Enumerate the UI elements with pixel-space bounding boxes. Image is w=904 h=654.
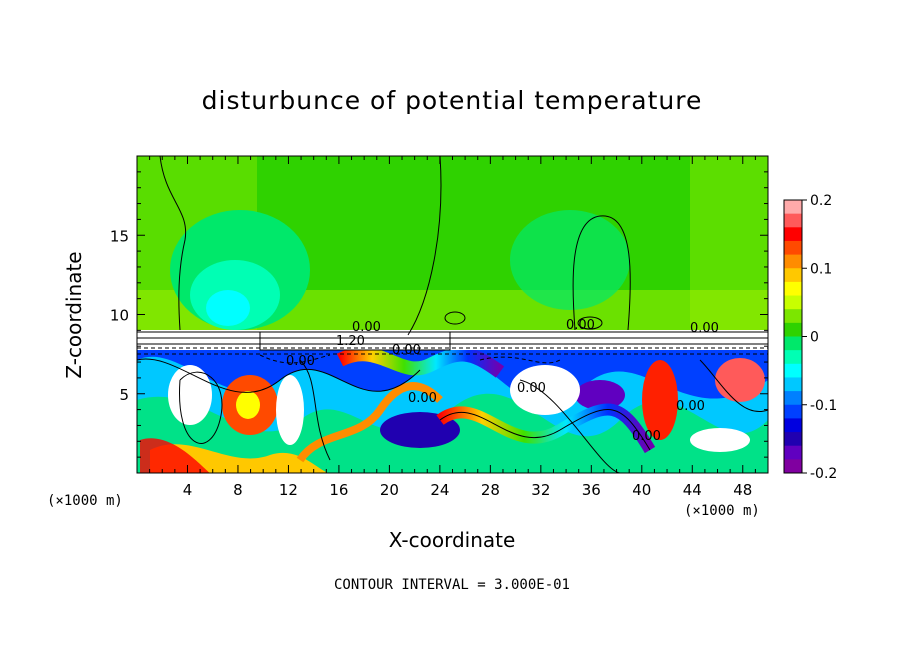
x-tick-label: 44 [683,481,702,499]
warm-blob-1-core [236,391,260,419]
contour-label: 0.00 [408,391,437,406]
cool-patch-right [510,210,630,310]
colorbar-tick-label: -0.1 [810,398,837,414]
colorbar-swatch [784,200,802,215]
colorbar-tick-label: 0.2 [810,193,832,209]
colorbar-tick-label: -0.2 [810,466,837,482]
heatmap-field [137,156,768,473]
neutral-region-4 [690,428,750,452]
colorbar-tick-label: 0 [810,330,819,346]
x-tick-label: 40 [632,481,651,499]
colorbar-swatch [784,350,802,365]
contour-line [137,358,421,393]
contour-line [699,359,768,413]
x-tick-label: 20 [380,481,399,499]
warm-blob-3 [715,358,765,402]
x-tick-label: 16 [329,481,348,499]
colorbar-tick-label: 0.1 [810,261,832,277]
colorbar: 0.2 0.1 0 -0.1 -0.2 [783,193,837,482]
swirl-band-1 [336,347,505,378]
contour-line-dashed [259,354,331,364]
contour-line [572,215,631,331]
contour-label: 1.20 [336,334,365,349]
contour-line [259,331,451,351]
cold-blob-1 [380,412,460,448]
y-axis: 5 10 15 [110,171,768,458]
x-tick-label: 32 [531,481,550,499]
contour-line-dashed [137,347,768,355]
colorbar-swatch [784,336,802,351]
cold-blob-2 [575,380,625,410]
colorbar-swatch [784,418,802,433]
neutral-region-2 [168,365,212,425]
x-tick-label: 12 [279,481,298,499]
colorbar-swatch [784,295,802,310]
contour-label: 0.00 [517,381,546,396]
x-tick-label: 24 [430,481,449,499]
contour-line [179,371,223,444]
x-unit-label-right: (×1000 m) [684,503,760,519]
neutral-region-1 [510,365,580,415]
x-tick-label: 48 [733,481,752,499]
contour-interval: CONTOUR INTERVAL = 3.000E-01 [333,577,570,593]
colorbar-swatch [784,445,802,460]
colorbar-swatch [784,391,802,406]
x-tick-label: 36 [582,481,601,499]
y-tick-label: 10 [110,307,129,325]
x-tick-label: 4 [183,481,193,499]
contour-label: 0.00 [690,321,719,336]
colorbar-swatch [784,227,802,242]
colorbar-swatch [784,322,802,337]
contour-labels: 0.00 1.20 0.00 0.00 0.00 0.00 0.00 0.00 … [286,318,719,444]
contour-line [407,156,442,336]
colorbar-swatch [784,268,802,283]
x-axis: 4 8 12 16 20 24 28 32 36 40 44 48 [149,156,756,499]
contour-label: 0.00 [632,429,661,444]
cool-anomaly-center [206,290,250,326]
swirl-red-left [140,438,210,473]
contour-label: 0.00 [286,354,315,369]
warm-blob-2 [642,360,678,440]
contour-line [137,331,768,345]
contour-label: 0.00 [676,399,705,414]
contour-label: 0.00 [352,320,381,335]
contour-label: 0.00 [392,343,421,358]
y-tick-label: 15 [110,227,129,245]
y-axis-label: Z-coordinate [62,251,86,379]
neutral-region-3 [276,375,304,445]
colorbar-swatch [784,404,802,419]
colorbar-swatch [784,254,802,269]
colorbar-swatch [784,240,802,256]
x-tick-label: 28 [481,481,500,499]
contour-line [299,359,331,461]
x-axis-label: X-coordinate [388,528,516,552]
colorbar-swatch [784,309,802,324]
contour-line [577,316,603,330]
contour-line [519,379,621,473]
colorbar-swatch [784,281,802,297]
y-tick-label: 5 [119,386,129,404]
contour-lines-dashed [137,347,768,364]
colorbar-swatch [784,363,802,378]
x-unit-label: (×1000 m) [47,493,123,509]
x-tick-label: 8 [233,481,243,499]
colorbar-swatch [784,213,802,228]
swirl-band-3 [296,382,443,463]
contour-lines [137,156,768,473]
contour-line [444,311,466,325]
contour-line [439,409,651,451]
colorbar-swatch [784,377,802,392]
contour-label: 0.00 [566,318,595,333]
interface-band [137,330,768,350]
colorbar-swatch [784,459,802,474]
chart-title: disturbunce of potential temperature [201,86,703,115]
colorbar-swatch [784,432,802,447]
contour-line [159,156,187,331]
